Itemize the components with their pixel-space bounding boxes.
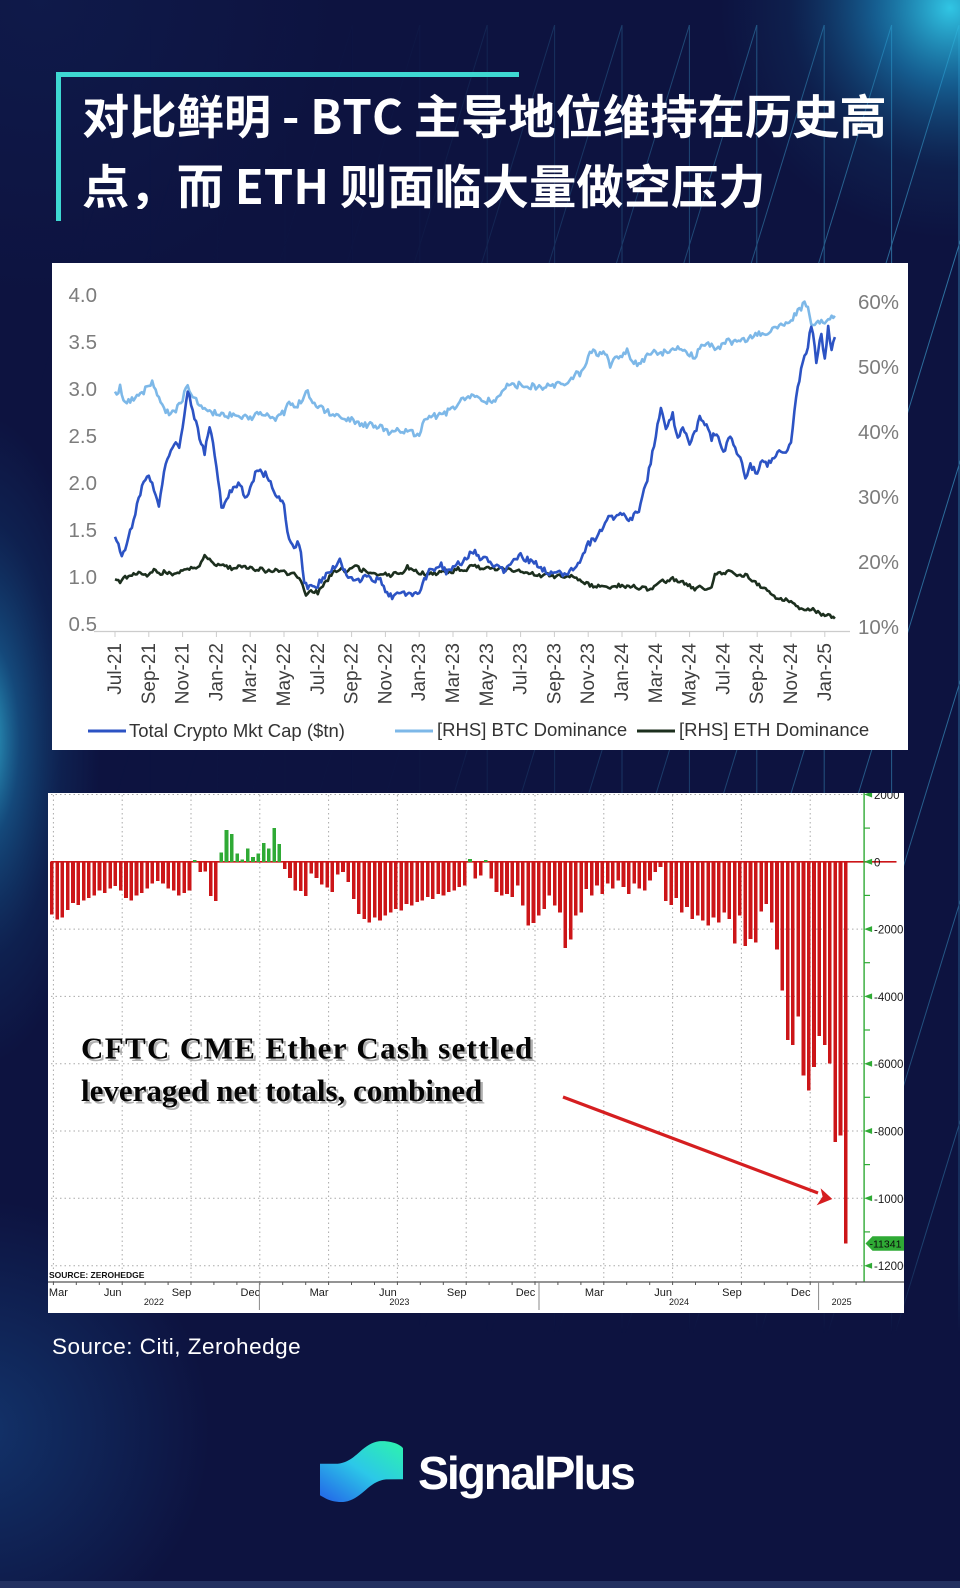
svg-text:-4000: -4000: [874, 992, 903, 1004]
svg-text:Jan-24: Jan-24: [612, 643, 633, 702]
svg-text:-10000: -10000: [874, 1194, 904, 1206]
svg-text:20%: 20%: [858, 551, 899, 574]
svg-text:Sep: Sep: [722, 1287, 742, 1299]
svg-text:Jan-22: Jan-22: [206, 643, 227, 701]
svg-text:Total Crypto Mkt Cap ($tn): Total Crypto Mkt Cap ($tn): [129, 720, 345, 741]
svg-text:40%: 40%: [858, 421, 899, 444]
svg-text:Sep-22: Sep-22: [342, 643, 363, 704]
svg-text:Nov-24: Nov-24: [781, 643, 802, 705]
svg-text:May-24: May-24: [680, 643, 701, 707]
svg-text:2022: 2022: [144, 1297, 164, 1307]
svg-text:4.0: 4.0: [69, 284, 98, 307]
svg-text:Mar: Mar: [310, 1287, 329, 1299]
svg-text:0.5: 0.5: [69, 613, 98, 636]
svg-text:CFTC CME Ether Cash settled: CFTC CME Ether Cash settled: [81, 1031, 534, 1066]
svg-text:-11341: -11341: [870, 1239, 902, 1251]
svg-text:Jul-21: Jul-21: [105, 643, 126, 695]
svg-text:0: 0: [874, 857, 880, 869]
svg-text:Jun: Jun: [654, 1287, 672, 1299]
svg-text:Jan-25: Jan-25: [815, 643, 836, 701]
svg-text:Mar: Mar: [585, 1287, 604, 1299]
svg-text:Sep-21: Sep-21: [139, 643, 160, 704]
svg-text:-6000: -6000: [874, 1059, 903, 1071]
svg-text:Mar-23: Mar-23: [443, 643, 464, 703]
svg-text:2023: 2023: [389, 1297, 409, 1307]
svg-text:Dec: Dec: [241, 1287, 261, 1299]
svg-text:Jan-23: Jan-23: [409, 643, 430, 701]
svg-text:2000: 2000: [874, 793, 900, 802]
svg-text:-2000: -2000: [874, 925, 903, 937]
svg-text:Sep: Sep: [447, 1287, 467, 1299]
svg-text:Sep-24: Sep-24: [747, 643, 768, 705]
svg-text:Mar: Mar: [49, 1287, 68, 1299]
svg-text:Sep-23: Sep-23: [544, 643, 565, 704]
svg-text:Sep: Sep: [172, 1287, 192, 1299]
svg-text:Jun: Jun: [104, 1287, 122, 1299]
svg-text:30%: 30%: [858, 486, 899, 509]
svg-text:Mar-22: Mar-22: [240, 643, 261, 703]
svg-text:Jul-24: Jul-24: [713, 643, 734, 695]
svg-text:leveraged net totals, combined: leveraged net totals, combined: [84, 1076, 485, 1111]
svg-text:10%: 10%: [858, 616, 899, 639]
svg-text:Jun: Jun: [379, 1287, 397, 1299]
svg-text:Dec: Dec: [791, 1287, 811, 1299]
svg-text:1.0: 1.0: [69, 566, 98, 589]
svg-text:1.5: 1.5: [69, 519, 98, 542]
svg-text:Nov-22: Nov-22: [375, 643, 396, 704]
svg-text:Mar-24: Mar-24: [646, 643, 667, 704]
svg-text:3.5: 3.5: [69, 331, 98, 354]
svg-text:Nov-23: Nov-23: [578, 643, 599, 704]
svg-text:SOURCE: ZEROHEDGE: SOURCE: ZEROHEDGE: [49, 1270, 145, 1280]
svg-text:[RHS] ETH Dominance: [RHS] ETH Dominance: [679, 719, 869, 740]
svg-text:-8000: -8000: [874, 1127, 903, 1139]
svg-text:2025: 2025: [832, 1297, 852, 1307]
svg-text:2.0: 2.0: [69, 472, 98, 495]
svg-text:-12000: -12000: [874, 1261, 904, 1273]
svg-text:[RHS] BTC Dominance: [RHS] BTC Dominance: [437, 719, 627, 740]
svg-text:50%: 50%: [858, 356, 899, 379]
svg-text:Nov-21: Nov-21: [173, 643, 194, 704]
svg-text:2.5: 2.5: [69, 425, 98, 448]
svg-text:Jul-23: Jul-23: [511, 643, 532, 695]
svg-text:leveraged net totals, combined: leveraged net totals, combined: [81, 1073, 482, 1108]
svg-text:Dec: Dec: [516, 1287, 536, 1299]
svg-text:May-23: May-23: [477, 643, 498, 706]
svg-text:3.0: 3.0: [69, 378, 98, 401]
svg-text:May-22: May-22: [274, 643, 295, 706]
svg-text:Jul-22: Jul-22: [308, 643, 329, 695]
svg-text:60%: 60%: [858, 291, 899, 314]
svg-text:CFTC CME Ether Cash settled: CFTC CME Ether Cash settled: [84, 1033, 537, 1068]
svg-text:2024: 2024: [669, 1297, 689, 1307]
